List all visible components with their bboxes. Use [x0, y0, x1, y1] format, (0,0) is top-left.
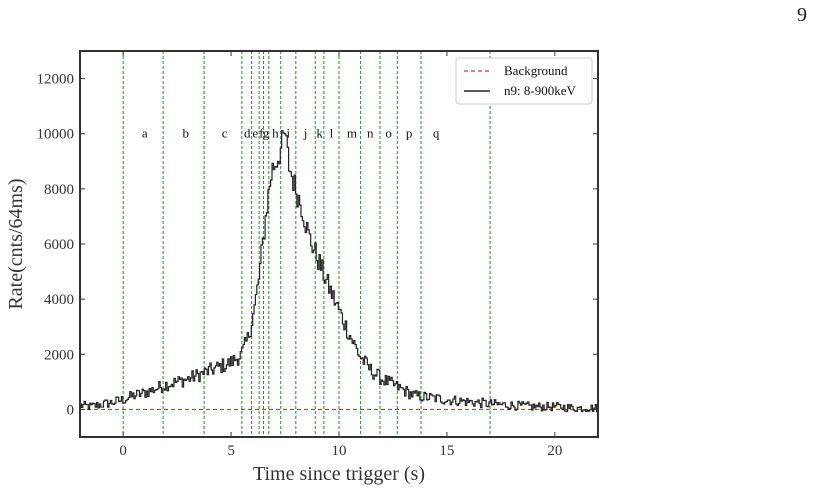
x-tick-label: 10 [332, 443, 347, 459]
y-tick-label: 12000 [37, 72, 75, 88]
segment-label: g [263, 126, 270, 141]
x-tick-label: 20 [547, 443, 562, 459]
segment-label: p [406, 126, 413, 141]
segment-label: h [272, 126, 279, 141]
segment-label: e [252, 126, 258, 141]
x-tick-label: 5 [227, 443, 235, 459]
segment-label: c [222, 126, 228, 141]
x-tick-label: 15 [439, 443, 454, 459]
y-axis-title: Rate(cnts/64ms) [5, 178, 27, 309]
segment-label: i [286, 126, 290, 141]
segment-label: m [347, 126, 357, 141]
light-curve-line [80, 130, 598, 413]
y-tick-label: 2000 [44, 347, 74, 363]
segment-label: q [433, 126, 440, 141]
y-axis-ticks: 0 2000 4000 6000 8000 10000 12000 [37, 72, 598, 418]
legend-label-background: Background [504, 63, 568, 78]
segment-label: d [244, 126, 251, 141]
x-tick-label: 0 [119, 443, 127, 459]
segment-label: k [316, 126, 323, 141]
segment-label: f [259, 126, 264, 141]
segment-label: b [183, 126, 190, 141]
page-number: 9 [797, 4, 807, 26]
segment-label: o [385, 126, 392, 141]
segment-label: j [303, 126, 308, 141]
y-tick-label: 6000 [44, 237, 74, 253]
legend: Background n9: 8-900keV [455, 57, 593, 105]
y-tick-label: 10000 [37, 127, 75, 143]
x-axis-ticks: 0 5 10 15 20 [119, 51, 562, 459]
segment-label: a [142, 126, 148, 141]
light-curve-series [80, 130, 598, 413]
y-tick-label: 8000 [44, 182, 74, 198]
x-axis-title: Time since trigger (s) [253, 463, 425, 485]
segment-label: n [367, 126, 374, 141]
segment-label: l [330, 126, 334, 141]
y-tick-label: 4000 [44, 292, 74, 308]
legend-label-curve: n9: 8-900keV [504, 83, 576, 98]
legend-box [455, 57, 593, 105]
y-tick-label: 0 [67, 402, 75, 418]
